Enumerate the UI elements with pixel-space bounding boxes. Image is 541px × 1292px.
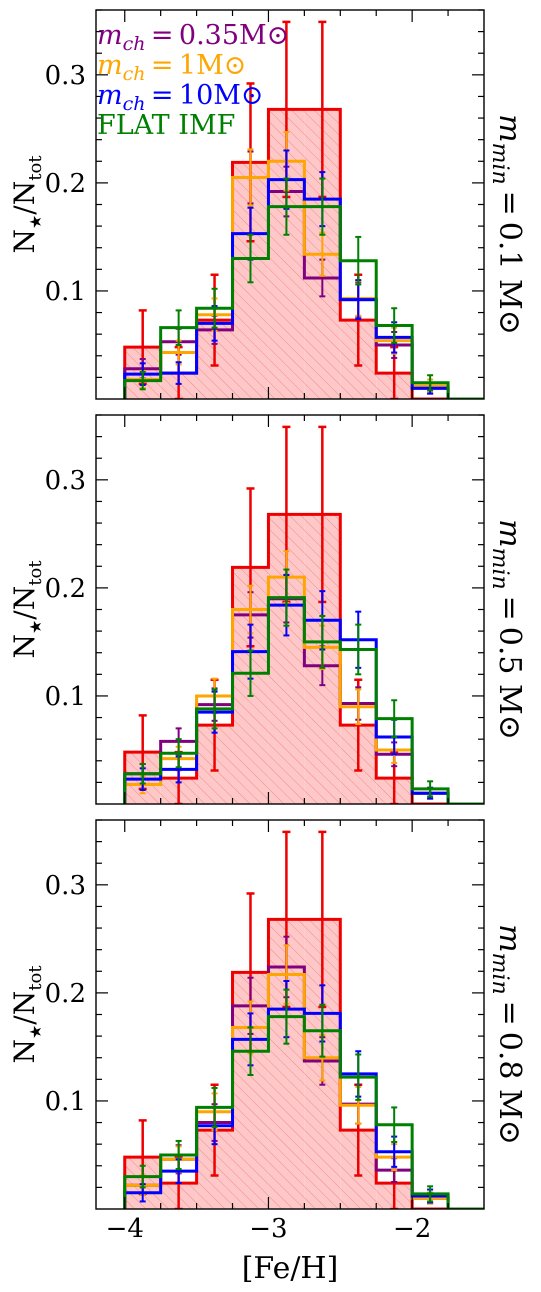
y-tick-label: 0.2 (45, 169, 86, 199)
error-bar (175, 309, 182, 346)
panel-2: 0.1 0.2 0.3 N★/Ntot mmin = 0.5 M⊙ (8, 414, 527, 805)
y-axis-label: N★/Ntot (8, 155, 46, 254)
x-tick-label: −4 (106, 1214, 144, 1244)
error-bar (247, 148, 254, 207)
error-bar (355, 623, 362, 676)
series-outline (123, 205, 484, 399)
y-tick-label: 0.1 (45, 1087, 86, 1117)
error-bar (247, 1026, 254, 1077)
error-bar (319, 1003, 326, 1058)
y-axis-label: N★/Ntot (8, 965, 46, 1064)
panel-label: mmin = 0.8 M⊙ (487, 924, 527, 1145)
error-bar (175, 738, 182, 769)
error-bar (427, 780, 434, 798)
panel-label: mmin = 0.1 M⊙ (487, 114, 527, 335)
error-bar (427, 374, 434, 392)
error-bar (247, 649, 254, 697)
error-bar (391, 307, 398, 344)
y-tick-label: 0.2 (45, 979, 86, 1009)
error-bar (211, 287, 218, 329)
error-bar (391, 1106, 398, 1144)
error-bar (211, 688, 218, 730)
error-bar (139, 1164, 146, 1189)
error-bar (211, 1086, 218, 1128)
y-axis-label: N★/Ntot (8, 560, 46, 659)
x-axis-label: [Fe/H] (242, 1251, 339, 1286)
y-tick-label: 0.3 (45, 871, 86, 901)
error-bar (391, 699, 398, 739)
y-tick-label: 0.3 (45, 61, 86, 91)
error-bar (283, 177, 290, 236)
error-bar (283, 568, 290, 627)
error-bar (139, 763, 146, 785)
error-bar (427, 1185, 434, 1203)
y-tick-label: 0.1 (45, 682, 86, 712)
panel-3: −4 −3 −2 0.1 0.2 0.3 N★/Ntot mmin = 0.8 M⊙ (8, 819, 527, 1244)
error-bar (319, 614, 326, 669)
error-bar (355, 688, 362, 726)
y-tick-label: 0.3 (45, 466, 86, 496)
error-bar (283, 988, 290, 1045)
plot-area (123, 830, 484, 1209)
y-tick-label: 0.2 (45, 574, 86, 604)
x-tick-label: −3 (249, 1214, 287, 1244)
legend: mch = 0.35M⊙mch = 1M⊙mch = 10M⊙FLAT IMF (97, 20, 289, 141)
legend-entry: mch = 0.35M⊙ (97, 20, 289, 55)
error-bar (355, 1053, 362, 1101)
y-tick-label: 0.1 (45, 277, 86, 307)
legend-entry: FLAT IMF (97, 110, 235, 141)
panel-label: mmin = 0.5 M⊙ (487, 519, 527, 740)
error-bar (175, 1139, 182, 1171)
plot-area (123, 20, 484, 399)
plot-area (123, 425, 484, 804)
legend-entry: mch = 1M⊙ (97, 50, 246, 85)
x-tick-label: −2 (393, 1214, 431, 1244)
error-bar (355, 235, 362, 286)
error-bar (139, 370, 146, 391)
error-bar (319, 177, 326, 236)
error-bar (175, 361, 182, 385)
error-bar (247, 233, 254, 284)
legend-entry: mch = 10M⊙ (97, 80, 264, 115)
panel-1: 0.1 0.2 0.3 N★/Ntot mmin = 0.1 M⊙ mch = 0.35M… (8, 9, 527, 400)
